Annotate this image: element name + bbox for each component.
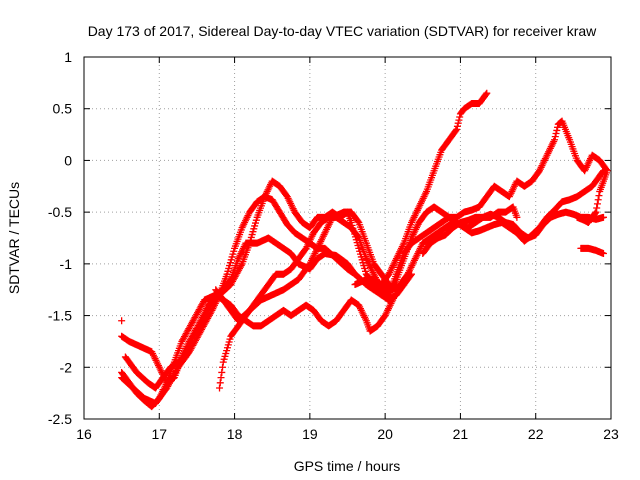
data-point (552, 130, 560, 138)
data-point (593, 200, 601, 208)
data-point (216, 379, 224, 387)
x-tick-label: 21 (453, 426, 469, 442)
y-tick-label: -1.5 (48, 308, 72, 324)
y-tick-label: -0.5 (48, 204, 72, 220)
data-points (118, 89, 611, 411)
data-point (453, 122, 461, 130)
x-tick-label: 17 (151, 426, 167, 442)
x-tick-label: 22 (528, 426, 544, 442)
y-tick-label: -2 (60, 359, 73, 375)
data-point (218, 368, 226, 376)
data-point (551, 136, 559, 144)
y-tick-label: 0.5 (53, 101, 73, 117)
y-tick-label: 1 (64, 49, 72, 65)
series-arc-9 (385, 117, 611, 299)
axis-tick-labels: 16 17 18 19 20 21 22 23 1 0.5 0 -0.5 -1 -1.5 -2 -2.5 (48, 49, 619, 442)
plot-frame (83, 56, 612, 420)
data-point (595, 192, 603, 200)
series-arc-1 (118, 317, 126, 325)
y-tick-label: -2.5 (48, 411, 72, 427)
data-point (226, 277, 234, 285)
series-arc-8 (351, 89, 491, 289)
y-tick-label: 0 (64, 152, 72, 168)
data-point (354, 233, 362, 241)
data-point (482, 90, 490, 98)
data-point (599, 213, 607, 221)
data-point (217, 374, 225, 382)
data-point (216, 384, 224, 392)
data-point (551, 133, 559, 141)
data-point (594, 196, 602, 204)
data-point (596, 187, 604, 195)
x-tick-label: 20 (377, 426, 393, 442)
x-tick-label: 16 (76, 426, 92, 442)
data-point (354, 217, 362, 225)
data-point (593, 204, 601, 212)
data-point (553, 126, 561, 134)
data-point (599, 250, 607, 258)
data-point (554, 123, 562, 131)
data-point (483, 89, 491, 97)
x-tick-label: 19 (302, 426, 318, 442)
data-point (219, 363, 227, 371)
x-tick-label: 18 (227, 426, 243, 442)
series-arc-10 (419, 208, 607, 258)
series-arc-11 (577, 244, 607, 258)
data-point (453, 125, 461, 133)
x-axis-label: GPS time / hours (294, 458, 401, 474)
data-point (455, 116, 463, 124)
data-point (513, 213, 521, 221)
x-tick-label: 23 (603, 426, 619, 442)
data-point (452, 127, 460, 135)
y-axis-label: SDTVAR / TECUs (6, 182, 22, 294)
data-point (456, 113, 464, 121)
y-tick-label: -1 (60, 256, 73, 272)
data-point (454, 119, 462, 127)
data-point (118, 317, 126, 325)
chart-title: Day 173 of 2017, Sidereal Day-to-day VTE… (88, 23, 597, 39)
